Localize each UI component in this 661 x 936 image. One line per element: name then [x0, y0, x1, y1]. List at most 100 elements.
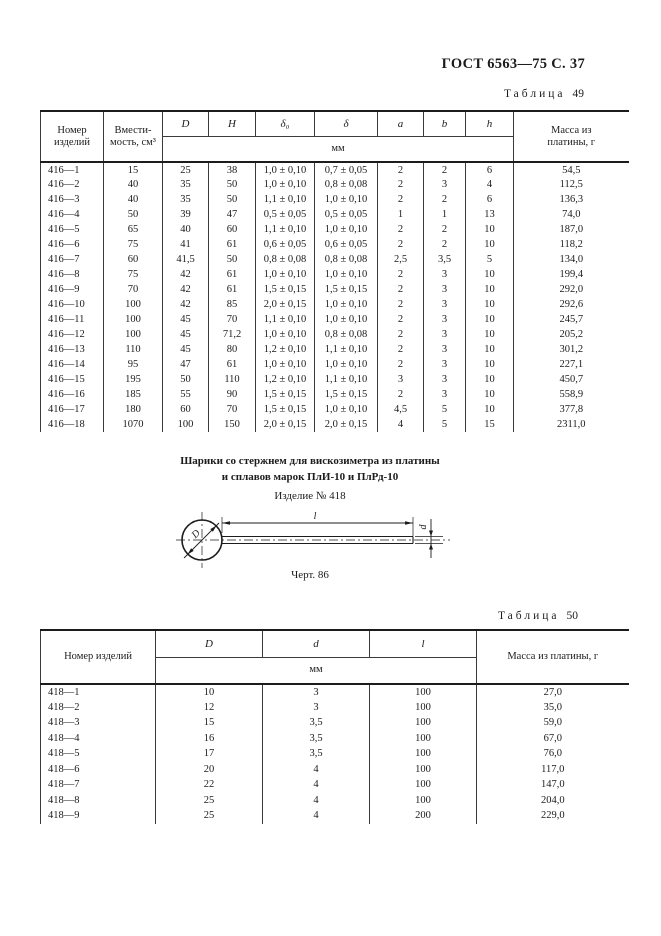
cell: 45	[162, 342, 209, 357]
cell: 10	[465, 267, 514, 282]
cell: 47	[162, 357, 209, 372]
cell: 95	[103, 357, 163, 372]
table-row: 418—5 17 3,5 100 76,0	[41, 746, 629, 762]
cell: 5	[423, 417, 466, 432]
col-header-massa: Масса из платины, г	[513, 111, 629, 163]
cell: 2311,0	[513, 417, 629, 432]
cell: 0,6 ± 0,05	[255, 237, 315, 252]
cell: 418—3	[48, 717, 80, 729]
cell: 416—8	[48, 269, 80, 280]
cell: 42	[162, 297, 209, 312]
cell: 15	[103, 162, 163, 177]
cell: 35	[162, 192, 209, 207]
cell: 3	[423, 312, 466, 327]
table-row: 418—4 16 3,5 100 67,0	[41, 730, 629, 746]
col-header-h: h	[465, 111, 514, 137]
cell: 42	[162, 267, 209, 282]
cell: 416—16	[48, 389, 85, 400]
cell: 292,6	[513, 297, 629, 312]
cell: 1,5 ± 0,15	[255, 387, 315, 402]
cell: 1,0 ± 0,10	[314, 222, 378, 237]
cell: 100	[369, 684, 477, 700]
cell: 100	[369, 792, 477, 808]
cell: 10	[465, 372, 514, 387]
cell: 100	[369, 746, 477, 762]
cell: 40	[103, 177, 163, 192]
cell: 16	[155, 730, 263, 746]
cell: 1,0 ± 0,10	[314, 357, 378, 372]
cell: 416—6	[48, 239, 80, 250]
table-row: 416—5 65 40 60 1,1 ± 0,10 1,0 ± 0,10 2 2 10 187,0	[41, 222, 629, 237]
dimension-D-label: D	[189, 527, 203, 541]
cell: 1,0 ± 0,10	[255, 162, 315, 177]
doc-header: ГОСТ 6563—75 С. 37	[441, 56, 585, 72]
cell: 377,8	[513, 402, 629, 417]
cell: 416—9	[48, 284, 80, 295]
cell: 55	[162, 387, 209, 402]
cell: 110	[103, 342, 163, 357]
col-header-delta: δ	[314, 111, 378, 137]
table-row: 416—7 60 41,5 50 0,8 ± 0,08 0,8 ± 0,08 2,5 3,5 5…	[41, 252, 629, 267]
cell: 10	[465, 222, 514, 237]
cell: 1070	[103, 417, 163, 432]
cell: 12	[155, 699, 263, 715]
cell: 70	[103, 282, 163, 297]
cell: 50	[162, 372, 209, 387]
cell: 10	[465, 282, 514, 297]
cell: 0,8 ± 0,08	[314, 327, 378, 342]
table-row: 416—1 15 25 38 1,0 ± 0,10 0,7 ± 0,05 2 2 6 54,5	[41, 162, 629, 177]
cell: 50	[103, 207, 163, 222]
cell: 4	[465, 177, 514, 192]
cell: 60	[103, 252, 163, 267]
cell: 416—4	[48, 209, 80, 220]
cell: 3	[262, 699, 370, 715]
cell: 100	[369, 730, 477, 746]
cell: 118,2	[513, 237, 629, 252]
cell: 75	[103, 237, 163, 252]
cell: 147,0	[476, 777, 629, 793]
cell: 418—8	[48, 794, 80, 806]
cell: 10	[465, 237, 514, 252]
table-row: 416—16 185 55 90 1,5 ± 0,15 1,5 ± 0,15 2 3 10 558…	[41, 387, 629, 402]
table-49-label: Таблица 49	[504, 88, 584, 100]
cell: 2	[423, 222, 466, 237]
cell: 1,0 ± 0,10	[314, 402, 378, 417]
cell: 90	[208, 387, 256, 402]
cell: 204,0	[476, 792, 629, 808]
cell: 3	[423, 327, 466, 342]
cell: 110	[208, 372, 256, 387]
dimension-d-arrow-bottom	[429, 543, 433, 550]
cell: 1,5 ± 0,15	[255, 402, 315, 417]
cell: 418—9	[48, 810, 80, 822]
table-row: 416—14 95 47 61 1,0 ± 0,10 1,0 ± 0,10 2 3 10 227,…	[41, 357, 629, 372]
cell: 2	[423, 162, 466, 177]
dimension-l-arrow-left	[222, 521, 230, 525]
cell: 71,2	[208, 327, 256, 342]
cell: 50	[208, 177, 256, 192]
cell: 40	[162, 222, 209, 237]
cell: 41	[162, 237, 209, 252]
cell: 3,5	[262, 715, 370, 731]
cell: 25	[155, 808, 263, 824]
cell: 27,0	[476, 684, 629, 700]
table-row: 418—3 15 3,5 100 59,0	[41, 715, 629, 731]
dimension-d-arrow-top	[429, 530, 433, 537]
cell: 150	[208, 417, 256, 432]
cell: 61	[208, 282, 256, 297]
col-header-vmest: Вмести- мость, см³	[103, 111, 163, 163]
cell: 3	[423, 372, 466, 387]
cell: 2,0 ± 0,15	[314, 417, 378, 432]
cell: 1,5 ± 0,15	[255, 282, 315, 297]
dimension-D-arrow-lower	[187, 548, 194, 555]
cell: 416—5	[48, 224, 80, 235]
cell: 3	[423, 342, 466, 357]
cell: 10	[465, 387, 514, 402]
cell: 180	[103, 402, 163, 417]
table-row: 416—15 195 50 110 1,2 ± 0,10 1,1 ± 0,10 3 3 10 45…	[41, 372, 629, 387]
cell: 301,2	[513, 342, 629, 357]
cell: 416—7	[48, 254, 80, 265]
cell: 2,0 ± 0,15	[255, 297, 315, 312]
table-row: 416—2 40 35 50 1,0 ± 0,10 0,8 ± 0,08 2 3 4 112,5	[41, 177, 629, 192]
cell: 100	[369, 761, 477, 777]
cell: 70	[208, 402, 256, 417]
